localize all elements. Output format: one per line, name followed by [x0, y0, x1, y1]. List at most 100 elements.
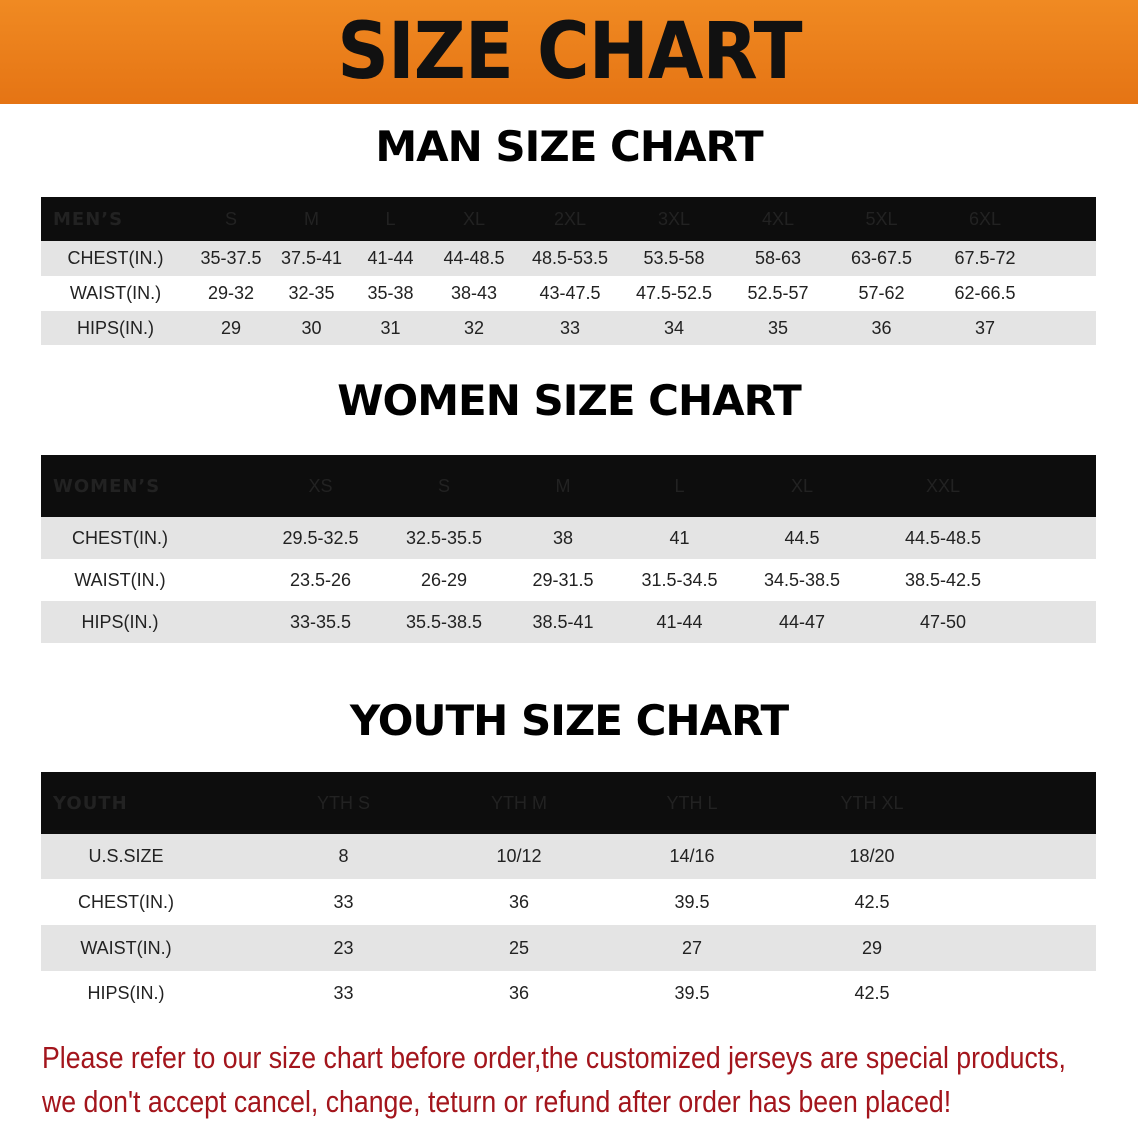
size-cell: 32.5-35.5 [405, 527, 483, 548]
youth-size-table: YOUTH YTH S YTH M YTH L YTH XL U.S.SIZE 8 10/12… [41, 772, 1096, 1016]
size-cell: 57-62 [858, 283, 905, 303]
size-cell: 29-32 [207, 283, 255, 303]
banner: SIZE CHART [0, 0, 1138, 104]
size-cell: 36 [508, 891, 530, 912]
notice-line: Please refer to our size chart before or… [42, 1040, 1066, 1075]
size-cell: 38-43 [450, 283, 498, 303]
order-notice: Please refer to our size chart before or… [42, 1036, 1134, 1124]
header-row: YOUTH YTH S YTH M YTH L YTH XL [41, 772, 1096, 834]
size-cell: 38 [552, 527, 574, 548]
women-size-table: WOMEN’S XS S M L XL XXL CHEST(IN.) 29.5-32.5 32.5… [41, 455, 1096, 643]
row-label: CHEST(IN.) [78, 891, 174, 912]
size-cell: 37 [974, 317, 996, 338]
size-cell: 29-31.5 [532, 569, 594, 590]
table-row: CHEST(IN.) 35-37.5 37.5-41 41-44 44-48.5 48.5… [41, 241, 1096, 276]
size-cell: 62-66.5 [954, 283, 1016, 303]
size-cell: 37.5-41 [280, 248, 343, 268]
size-cell: 32 [463, 317, 485, 338]
size-cell: YTH S [316, 792, 370, 813]
row-label: CHEST(IN.) [67, 248, 164, 268]
size-cell: L [385, 208, 396, 229]
row-label: HIPS(IN.) [81, 611, 159, 632]
size-cell: 42.5 [854, 983, 890, 1003]
size-cell: XXL [925, 475, 961, 496]
size-cell: 33 [559, 317, 581, 338]
size-cell: L [674, 475, 685, 496]
size-cell: 44.5-48.5 [904, 527, 982, 548]
table-row: CHEST(IN.) 29.5-32.5 32.5-35.5 38 41 44.5 44.5… [41, 517, 1096, 559]
size-cell: 34.5-38.5 [763, 569, 841, 590]
size-cell: 42.5 [854, 891, 890, 912]
row-label: WOMEN’S [53, 475, 161, 497]
size-cell: 27 [681, 937, 703, 958]
size-cell: 47.5-52.5 [635, 283, 713, 303]
size-cell: 39.5 [674, 983, 710, 1003]
table-row: HIPS(IN.) 29 30 31 32 33 34 35 36 37 [41, 311, 1096, 345]
size-cell: 63-67.5 [850, 248, 913, 268]
size-cell: 26-29 [420, 569, 468, 590]
size-cell: YTH XL [840, 792, 904, 813]
table-row: CHEST(IN.) 33 36 39.5 42.5 [41, 879, 1096, 925]
size-cell: 58-63 [754, 248, 802, 268]
size-cell: 67.5-72 [954, 248, 1016, 268]
size-cell: 48.5-53.5 [531, 248, 609, 268]
size-cell: 10/12 [496, 846, 542, 866]
size-cell: YTH M [491, 792, 547, 813]
row-label: MEN’S [53, 208, 124, 230]
row-label: CHEST(IN.) [72, 527, 168, 548]
table-row: HIPS(IN.) 33 36 39.5 42.5 [41, 971, 1096, 1016]
men-size-table: MEN’S S M L XL 2XL 3XL 4XL 5XL 6XL CHEST(IN.) 35-37… [41, 197, 1096, 345]
header-row: MEN’S S M L XL 2XL 3XL 4XL 5XL 6XL [41, 197, 1096, 241]
size-cell: M [555, 475, 571, 496]
notice-line: we don't accept cancel, change, teturn o… [42, 1084, 952, 1119]
size-cell: 18/20 [849, 846, 895, 866]
size-cell: 2XL [553, 208, 587, 229]
size-cell: XS [308, 475, 333, 496]
size-cell: 35 [767, 317, 789, 338]
size-cell: XL [462, 208, 486, 229]
size-cell: 38.5-42.5 [904, 569, 982, 590]
row-label: WAIST(IN.) [69, 283, 162, 303]
size-cell: S [437, 475, 450, 496]
size-cell: 32-35 [288, 283, 335, 303]
women-chart-title: WOMEN SIZE CHART [337, 376, 802, 425]
size-cell: 35.5-38.5 [405, 611, 483, 632]
header-row: WOMEN’S XS S M L XL XXL [41, 455, 1096, 517]
size-cell: 30 [301, 317, 322, 338]
size-cell: 31.5-34.5 [641, 569, 718, 590]
size-cell: 3XL [657, 208, 691, 229]
size-cell: 39.5 [674, 891, 710, 912]
size-cell: 23.5-26 [289, 569, 352, 590]
size-cell: M [304, 208, 319, 229]
size-cell: 36 [508, 983, 530, 1003]
table-row: WAIST(IN.) 29-32 32-35 35-38 38-43 43-47.5 47.… [41, 276, 1096, 311]
size-cell: 43-47.5 [539, 283, 601, 303]
row-label: U.S.SIZE [88, 846, 164, 866]
size-cell: 34 [663, 317, 685, 338]
size-cell: 44.5 [784, 527, 820, 548]
row-label: HIPS(IN.) [76, 317, 154, 338]
size-cell: 31 [380, 317, 401, 338]
size-cell: 23 [333, 937, 354, 958]
table-row: WAIST(IN.) 23.5-26 26-29 29-31.5 31.5-34.5 34… [41, 559, 1096, 601]
youth-chart-title: YOUTH SIZE CHART [349, 696, 789, 745]
size-cell: 36 [871, 317, 892, 338]
size-cell: 35-37.5 [200, 248, 262, 268]
size-cell: YTH L [666, 792, 718, 813]
table-row: WAIST(IN.) 23 25 27 29 [41, 925, 1096, 971]
banner-title: SIZE CHART [336, 7, 802, 97]
size-cell: 52.5-57 [747, 283, 809, 303]
size-cell: 29.5-32.5 [282, 527, 359, 548]
size-cell: 14/16 [669, 846, 715, 866]
size-cell: 8 [338, 846, 349, 866]
size-cell: 6XL [968, 208, 1002, 229]
men-chart-title: MAN SIZE CHART [375, 122, 763, 171]
row-label: WAIST(IN.) [80, 937, 172, 958]
size-cell: 29 [220, 317, 242, 338]
size-cell: 47-50 [919, 611, 967, 632]
size-cell: 44-48.5 [443, 248, 505, 268]
row-label: YOUTH [53, 792, 128, 814]
size-cell: 4XL [761, 208, 795, 229]
table-row: U.S.SIZE 8 10/12 14/16 18/20 [41, 834, 1096, 879]
row-label: WAIST(IN.) [74, 569, 166, 590]
